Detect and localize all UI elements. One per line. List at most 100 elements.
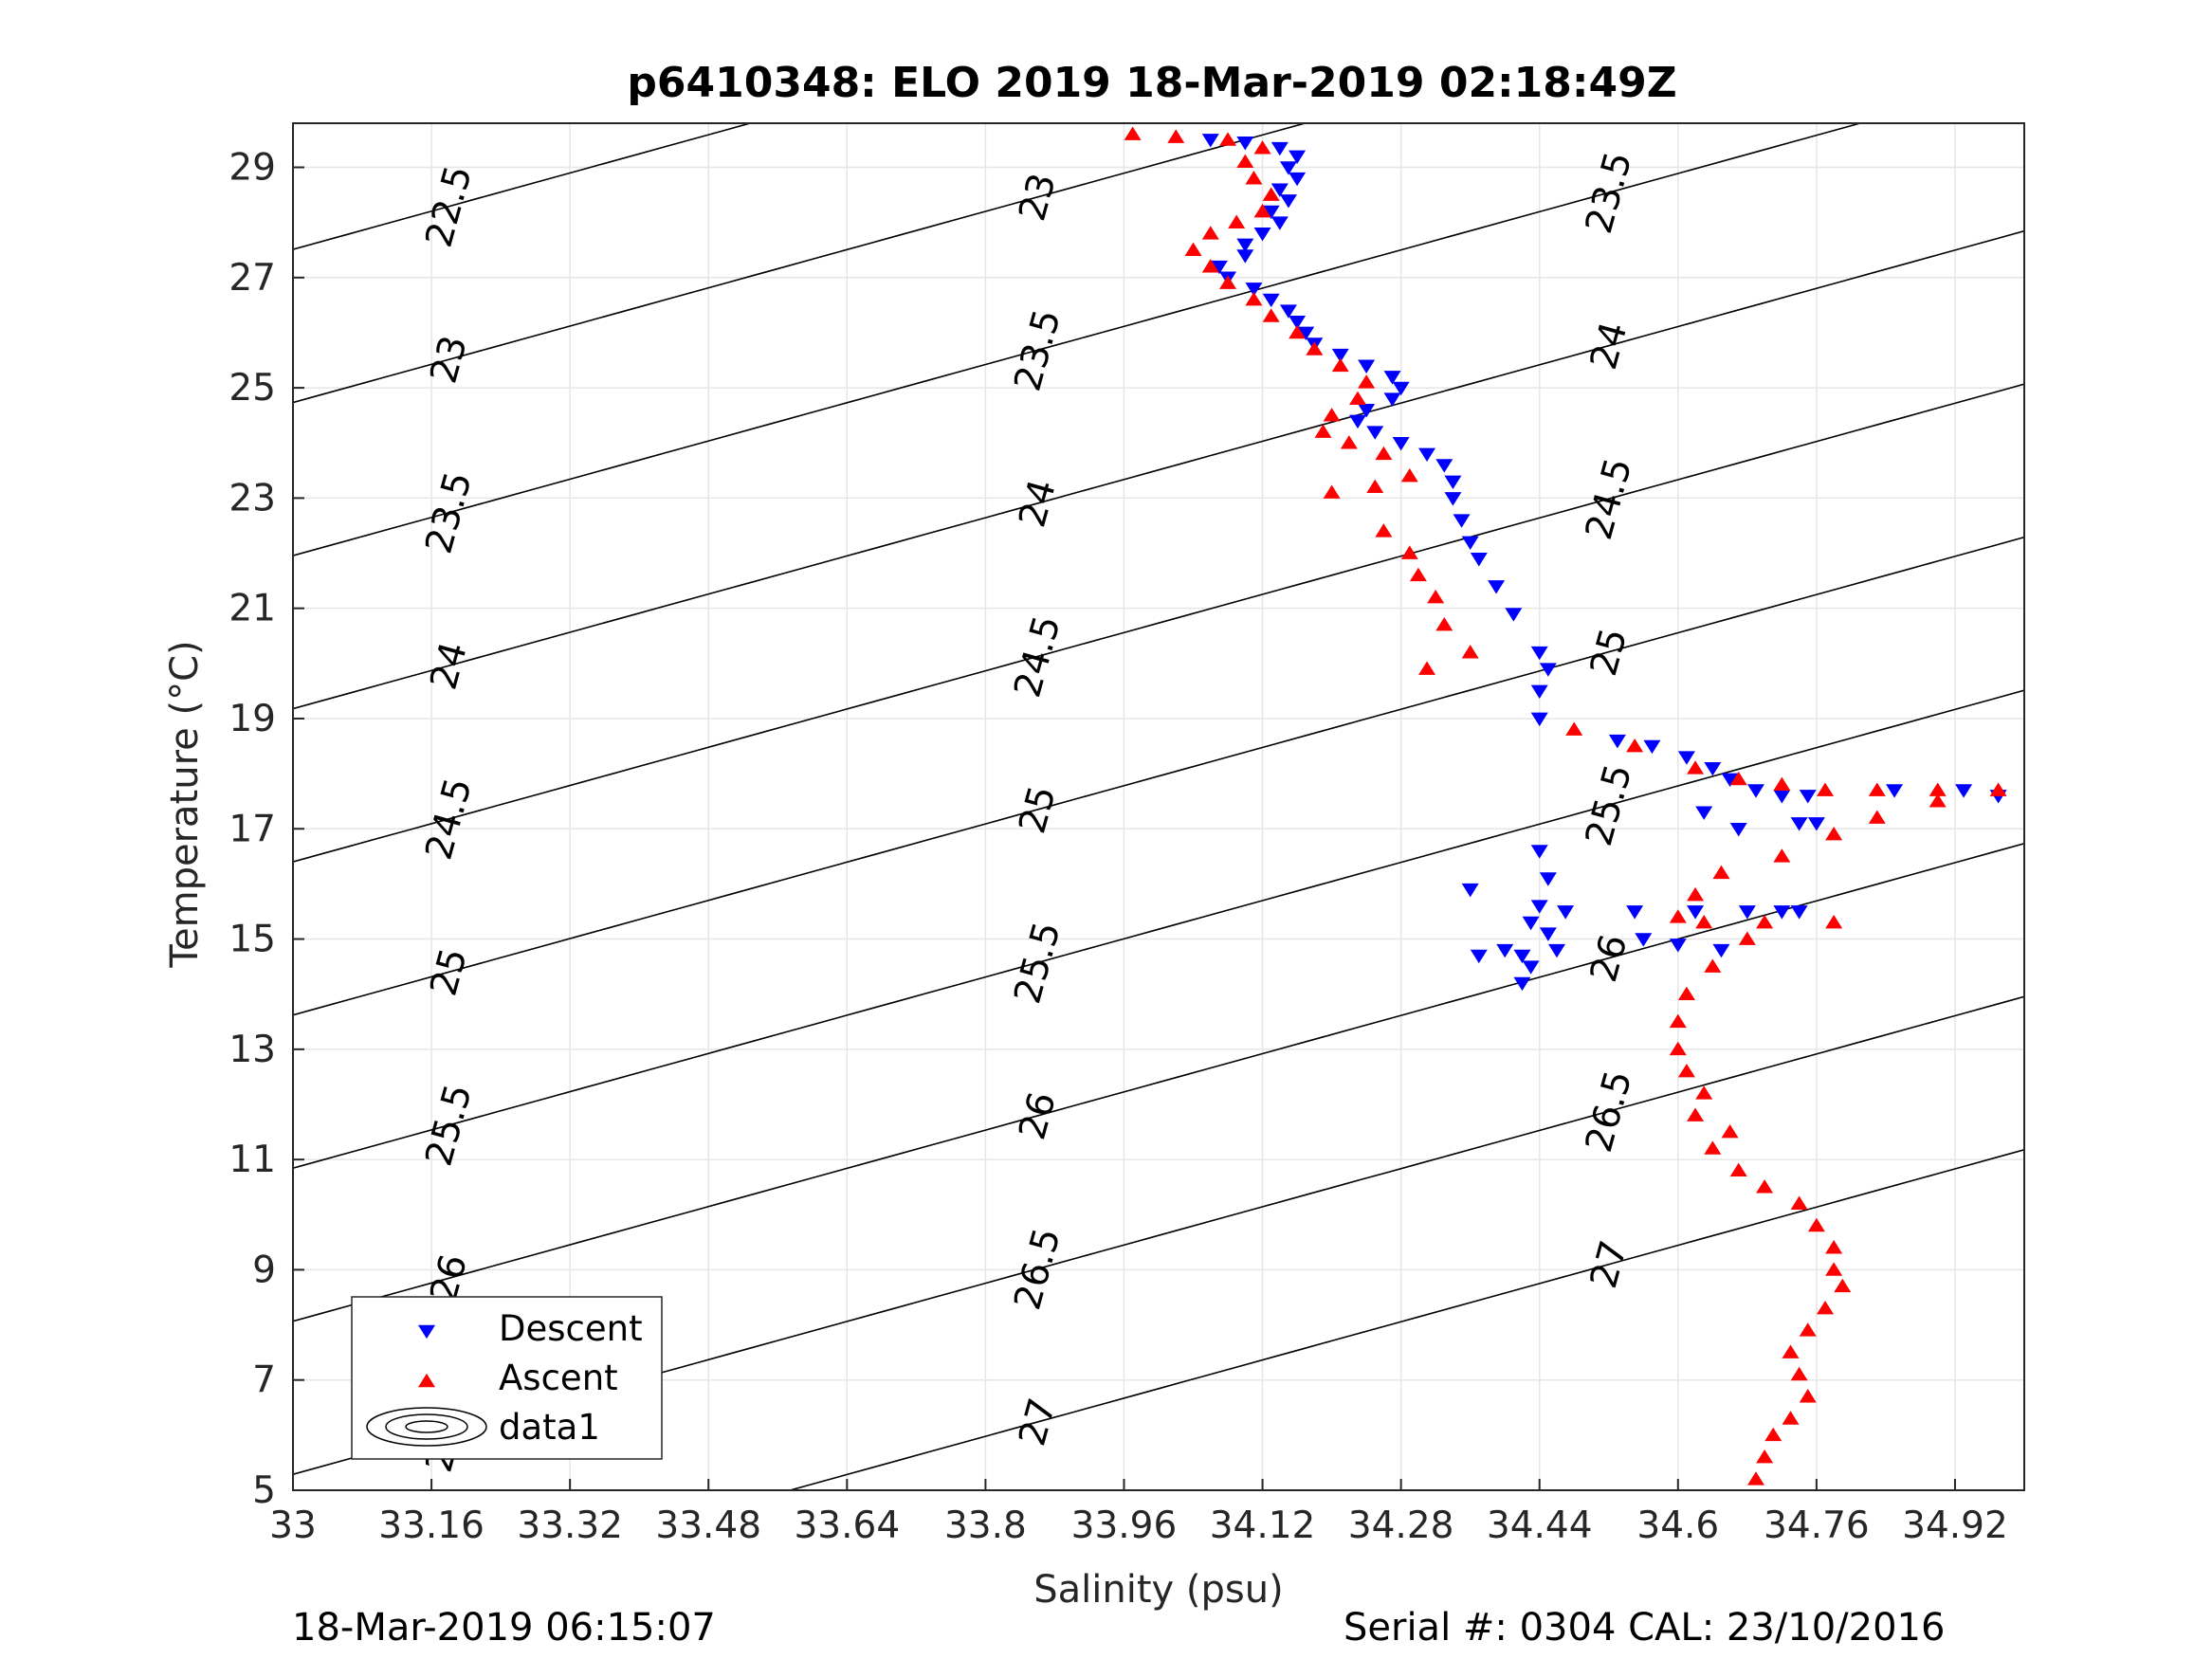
descent-point (1453, 514, 1471, 528)
ascent-point (1375, 446, 1393, 461)
descent-point (1271, 216, 1289, 230)
descent-point (1358, 404, 1376, 418)
descent-point (1392, 381, 1410, 396)
ascent-point (1764, 1427, 1782, 1442)
x-tick-label: 34.76 (1764, 1504, 1870, 1547)
y-tick-label: 29 (229, 147, 276, 190)
ascent-point (1712, 865, 1730, 880)
x-tick-label: 34.6 (1636, 1504, 1719, 1547)
legend-box (351, 1296, 663, 1460)
ascent-point (1253, 140, 1271, 155)
descent-point (1418, 447, 1436, 462)
ascent-point (1245, 291, 1263, 306)
ascent-point (1669, 909, 1687, 923)
descent-point (1522, 916, 1540, 931)
descent-point (1539, 663, 1557, 677)
ascent-point (1348, 391, 1366, 406)
descent-point (1435, 459, 1453, 473)
descent-point (1470, 949, 1488, 964)
ascent-point (1677, 986, 1695, 1000)
ascent-point (1219, 275, 1237, 289)
ascent-marker-icon (418, 1373, 435, 1388)
ascent-point (1409, 567, 1427, 582)
axes-box (292, 122, 2025, 1491)
descent-point (1496, 943, 1514, 958)
ascent-point (1790, 1195, 1808, 1210)
ascent-point (1825, 1262, 1843, 1276)
descent-point (1279, 161, 1297, 175)
ascent-point (1695, 1085, 1713, 1100)
ascent-point (1245, 171, 1263, 185)
descent-point (1201, 134, 1219, 148)
ascent-series (1124, 126, 2007, 1486)
ascent-point (1695, 915, 1713, 929)
descent-point (1669, 939, 1687, 953)
descent-point (1513, 949, 1531, 964)
descent-point (1704, 761, 1722, 776)
x-tick-label: 33.16 (378, 1504, 484, 1547)
ascent-point (1418, 661, 1436, 675)
ascent-point (1331, 357, 1349, 373)
descent-point (1289, 316, 1307, 330)
descent-point (1444, 492, 1462, 506)
descent-point (1279, 304, 1297, 319)
y-ticks: 5 7 9 11 13 15 17 19 21 23 25 27 29 (229, 147, 304, 1512)
descent-point (1383, 392, 1401, 407)
y-tick-label: 11 (229, 1139, 276, 1181)
isopycnal-line (293, 843, 2024, 1322)
descent-point (1271, 183, 1289, 197)
y-tick-label: 25 (229, 367, 276, 410)
y-tick-label: 9 (252, 1249, 276, 1291)
ascent-point (1825, 826, 1843, 841)
y-tick-label: 5 (252, 1469, 276, 1512)
ascent-point (1756, 1449, 1774, 1464)
descent-point (1635, 933, 1653, 947)
descent-point (1522, 960, 1540, 975)
ascent-point (1782, 1411, 1800, 1425)
descent-point (1262, 293, 1280, 308)
ascent-point (1929, 782, 1947, 796)
descent-point (1470, 553, 1488, 567)
descent-point (1331, 348, 1349, 363)
ascent-point (1262, 187, 1280, 201)
descent-point (1358, 359, 1376, 374)
ascent-point (1868, 782, 1886, 796)
x-tick-label: 34.44 (1487, 1504, 1593, 1547)
descent-point (1383, 371, 1401, 385)
ascent-point (1201, 259, 1219, 273)
descent-point (1530, 900, 1548, 914)
descent-point (1461, 883, 1479, 898)
axes-background (293, 123, 2024, 1490)
descent-point (1773, 790, 1791, 804)
ascent-point (1400, 468, 1418, 483)
grid-layer (292, 123, 2024, 1491)
descent-point (1271, 141, 1289, 156)
ascent-point (1799, 1322, 1817, 1337)
y-tick-label: 21 (229, 588, 276, 630)
descent-point (1245, 283, 1263, 297)
descent-point (1505, 608, 1523, 622)
descent-point (1530, 712, 1548, 727)
ascent-point (1375, 523, 1393, 538)
ascent-point (1704, 958, 1722, 973)
ascent-point (1738, 931, 1756, 945)
ascent-point (1687, 760, 1705, 775)
data-layer (1124, 126, 2007, 1486)
x-tick-label: 33 (269, 1504, 317, 1547)
descent-point (1677, 751, 1695, 765)
ascent-point (1729, 1162, 1747, 1177)
descent-point (1547, 943, 1565, 958)
y-tick-label: 19 (229, 698, 276, 740)
descent-point (1773, 905, 1791, 920)
descent-point (1236, 249, 1254, 264)
plot-area: 22.5232323.523.523.524242424.524.524.525… (229, 122, 2025, 1547)
descent-point (1799, 790, 1817, 804)
descent-point (1348, 414, 1366, 429)
descent-series (1201, 134, 2007, 992)
ascent-point (1669, 1041, 1687, 1056)
descent-point (1712, 943, 1730, 958)
ascent-point (1756, 1179, 1774, 1194)
ascent-point (1746, 1471, 1764, 1486)
descent-point (1530, 684, 1548, 699)
